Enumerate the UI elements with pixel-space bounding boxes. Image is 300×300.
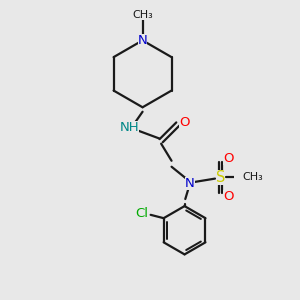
Text: O: O xyxy=(179,116,190,129)
Text: N: N xyxy=(185,177,195,190)
Text: CH₃: CH₃ xyxy=(132,10,153,20)
Text: S: S xyxy=(216,170,225,185)
Text: CH₃: CH₃ xyxy=(242,172,263,182)
Text: Cl: Cl xyxy=(136,207,148,220)
Text: N: N xyxy=(138,34,147,47)
Text: O: O xyxy=(223,190,233,203)
Text: O: O xyxy=(223,152,233,165)
Text: NH: NH xyxy=(120,121,140,134)
